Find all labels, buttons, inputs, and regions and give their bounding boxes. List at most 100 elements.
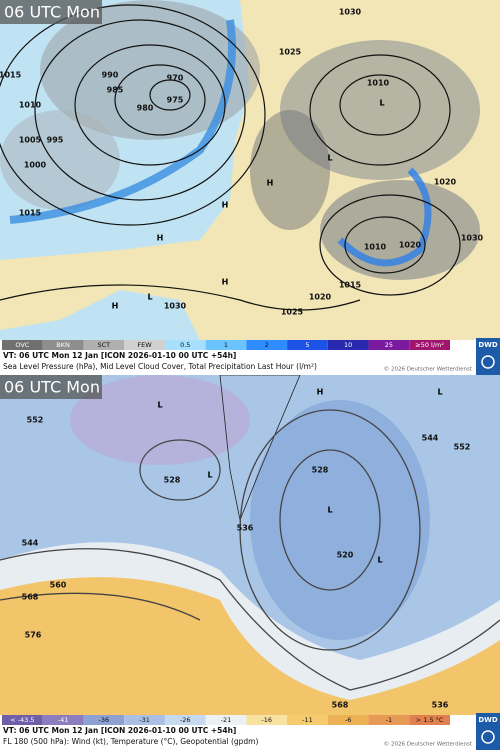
legend-label: < -43.5 — [10, 716, 34, 724]
map-label: 990 — [102, 71, 119, 80]
legend-swatch — [327, 340, 369, 350]
legend-swatch — [42, 715, 84, 725]
legend-swatch — [124, 340, 165, 350]
map-label: 1025 — [281, 308, 304, 317]
legend-swatch — [83, 715, 125, 725]
cloud — [280, 40, 480, 180]
legend-label: 5 — [305, 341, 309, 349]
map-label: 1025 — [279, 48, 302, 57]
legend-label: -21 — [221, 716, 232, 724]
contours — [0, 409, 500, 691]
legend-label: -1 — [386, 716, 392, 724]
legend-swatch — [205, 715, 247, 725]
map-label: L — [327, 506, 332, 515]
legend-swatch — [42, 340, 84, 350]
cold-core — [70, 375, 250, 465]
legend-label: 0.5 — [180, 341, 190, 349]
map-label: L — [147, 293, 152, 302]
cold-core — [250, 400, 430, 640]
time-label-bg — [0, 375, 102, 399]
map-label: 528 — [312, 466, 329, 475]
map-label: H — [222, 201, 229, 210]
map-label: 544 — [422, 434, 439, 443]
map-label: 1005 — [19, 136, 42, 145]
map-label: 1020 — [399, 241, 422, 250]
legend-label: 1 — [224, 341, 228, 349]
legend-label: -6 — [345, 716, 351, 724]
map-label: 536 — [237, 524, 254, 533]
legend-swatch — [164, 340, 206, 350]
legend-label: -16 — [261, 716, 272, 724]
map-label: 1010 — [367, 79, 390, 88]
legend-swatch — [409, 340, 450, 350]
map-label: 1000 — [24, 161, 47, 170]
copyright: © 2026 Deutscher Wetterdienst — [384, 366, 473, 373]
map-label: 995 — [47, 136, 64, 145]
map-label: 975 — [167, 96, 184, 105]
legend-swatch — [205, 340, 247, 350]
time-label: 06 UTC Mon — [4, 3, 100, 22]
logo: DWD — [478, 341, 498, 349]
legend-label: > 1.5 °C — [416, 716, 444, 724]
legend-label: ≥50 l/m² — [415, 341, 444, 349]
legend-label: -11 — [302, 716, 313, 724]
legend-label: -31 — [139, 716, 150, 724]
legend-swatch — [287, 715, 328, 725]
map-bottom — [0, 374, 500, 715]
map-label: 544 — [22, 539, 39, 548]
map-label: L — [379, 99, 384, 108]
map-label: 528 — [164, 476, 181, 485]
map-label: 1020 — [434, 178, 457, 187]
legend-swatch — [246, 340, 288, 350]
map-label: L — [327, 154, 332, 163]
legend-label: -36 — [99, 716, 110, 724]
map-label: 985 — [107, 86, 124, 95]
time-label-bg — [0, 0, 102, 24]
caption-bg — [0, 725, 500, 750]
legend-swatch — [83, 340, 125, 350]
legend-swatch — [2, 340, 43, 350]
precip-band — [337, 167, 432, 267]
map-label: 1010 — [364, 243, 387, 252]
description: FL 180 (500 hPa): Wind (kt), Temperature… — [3, 737, 258, 746]
map-label: L — [207, 471, 212, 480]
land — [250, 0, 380, 90]
cloud — [0, 110, 120, 210]
map-label: 520 — [337, 551, 354, 560]
legend-label: 2 — [265, 341, 269, 349]
map-label: 568 — [22, 593, 39, 602]
cloud — [250, 110, 330, 230]
valid-time: VT: 06 UTC Mon 12 Jan [ICON 2026-01-10 0… — [3, 726, 236, 735]
map-top — [0, 0, 500, 340]
map-label: L — [437, 388, 442, 397]
map-label: 1010 — [19, 101, 42, 110]
map-label: H — [157, 234, 164, 243]
map-label: 536 — [432, 701, 449, 710]
legend-swatch — [368, 340, 410, 350]
legend-swatch — [164, 715, 206, 725]
legend-label: BKN — [56, 341, 70, 349]
legend-swatch — [124, 715, 165, 725]
legend-swatch — [368, 715, 410, 725]
map-label: 1015 — [19, 209, 42, 218]
logo: DWD — [478, 716, 498, 724]
warm-area — [0, 577, 500, 715]
legend-swatch — [409, 715, 450, 725]
legend-label: FEW — [137, 341, 152, 349]
legend-label: SCT — [97, 341, 110, 349]
map-label: 1020 — [309, 293, 332, 302]
map-label: 1015 — [0, 71, 22, 80]
map-label: 970 — [167, 74, 184, 83]
map-label: 1015 — [339, 281, 362, 290]
legend-label: -26 — [180, 716, 191, 724]
map-label: 1030 — [164, 302, 187, 311]
valid-time: VT: 06 UTC Mon 12 Jan [ICON 2026-01-10 0… — [3, 351, 236, 360]
map-label: 576 — [25, 631, 42, 640]
map-label: L — [377, 556, 382, 565]
map-label: H — [317, 388, 324, 397]
legend-label: -41 — [58, 716, 69, 724]
legend-label: 25 — [385, 341, 393, 349]
description: Sea Level Pressure (hPa), Mid Level Clou… — [3, 362, 317, 371]
